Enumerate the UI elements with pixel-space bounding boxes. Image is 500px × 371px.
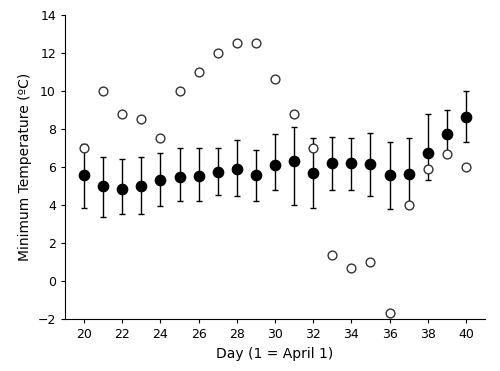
Point (424, 150, 432, 156)
Point (214, 169, 222, 175)
Point (443, 151, 451, 157)
Point (290, 111, 298, 116)
Point (80, 171, 88, 177)
Point (443, 131, 451, 137)
Point (80, 145, 88, 151)
Point (252, 40, 260, 46)
Point (194, 69, 202, 75)
Point (156, 135, 164, 141)
Point (99, 183, 107, 189)
Point (156, 177, 164, 183)
X-axis label: Day (1 = April 1): Day (1 = April 1) (216, 347, 334, 361)
Point (138, 183, 145, 189)
Point (424, 166, 432, 172)
Point (118, 111, 126, 116)
Point (214, 50, 222, 56)
Point (328, 252, 336, 258)
Point (386, 311, 394, 316)
Point (404, 171, 412, 177)
Point (290, 158, 298, 164)
Point (366, 259, 374, 265)
Y-axis label: Minimum Temperature (ºC): Minimum Temperature (ºC) (18, 73, 32, 261)
Point (309, 170, 317, 175)
Point (271, 76, 279, 82)
Point (348, 265, 356, 271)
Point (176, 174, 184, 180)
Point (462, 114, 470, 119)
Point (176, 88, 184, 94)
Point (233, 166, 241, 172)
Point (271, 162, 279, 168)
Point (462, 164, 470, 170)
Point (404, 202, 412, 208)
Point (118, 186, 126, 192)
Point (138, 116, 145, 122)
Point (252, 171, 260, 177)
Point (233, 40, 241, 46)
Point (99, 88, 107, 94)
Point (348, 160, 356, 166)
Point (386, 171, 394, 177)
Point (366, 161, 374, 167)
Point (309, 145, 317, 151)
Point (328, 160, 336, 166)
Point (194, 174, 202, 180)
